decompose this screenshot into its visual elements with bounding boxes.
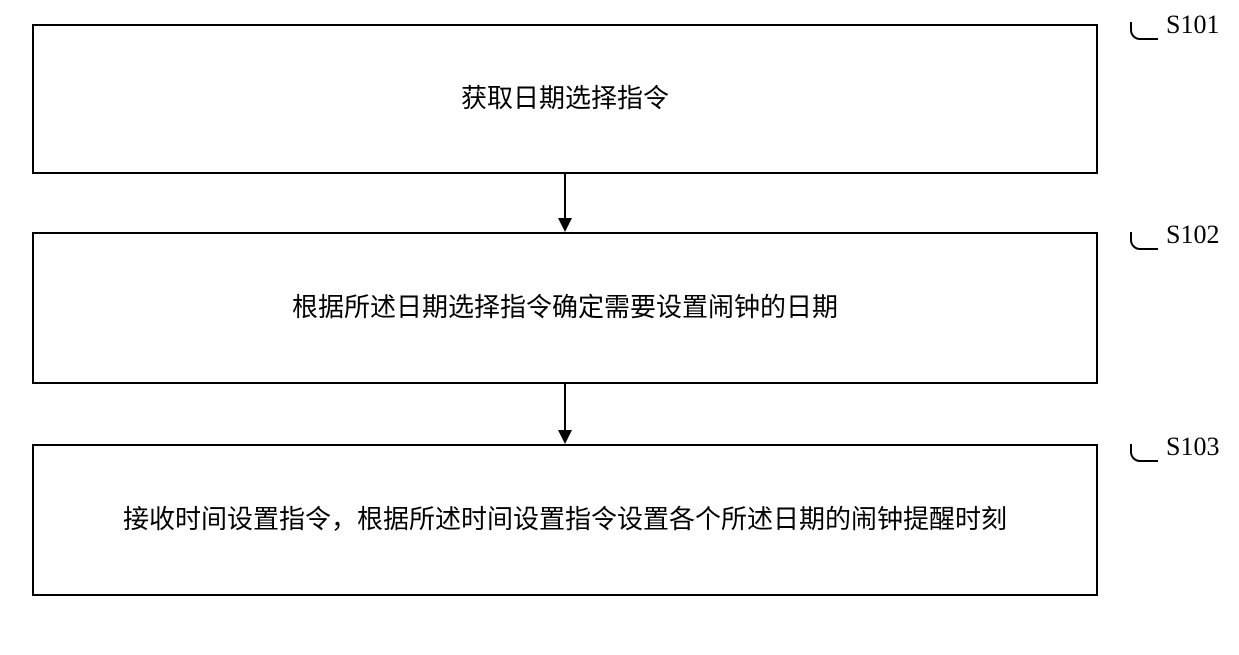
node-label-s103: S103: [1166, 432, 1219, 462]
node-label-s101: S101: [1166, 10, 1219, 40]
node-text: 获取日期选择指令: [461, 78, 669, 120]
node-text: 接收时间设置指令，根据所述时间设置指令设置各个所述日期的闹钟提醒时刻: [123, 499, 1007, 541]
flowchart-canvas: 获取日期选择指令 S101 根据所述日期选择指令确定需要设置闹钟的日期 S102…: [0, 0, 1239, 655]
node-label-s102: S102: [1166, 220, 1219, 250]
label-hook: [1130, 22, 1158, 40]
label-hook: [1130, 232, 1158, 250]
flowchart-node-s102: 根据所述日期选择指令确定需要设置闹钟的日期: [32, 232, 1098, 384]
flowchart-node-s101: 获取日期选择指令: [32, 24, 1098, 174]
flowchart-arrow: [555, 174, 575, 237]
flowchart-node-s103: 接收时间设置指令，根据所述时间设置指令设置各个所述日期的闹钟提醒时刻: [32, 444, 1098, 596]
node-text: 根据所述日期选择指令确定需要设置闹钟的日期: [292, 287, 838, 329]
label-hook: [1130, 444, 1158, 462]
flowchart-arrow: [555, 384, 575, 449]
